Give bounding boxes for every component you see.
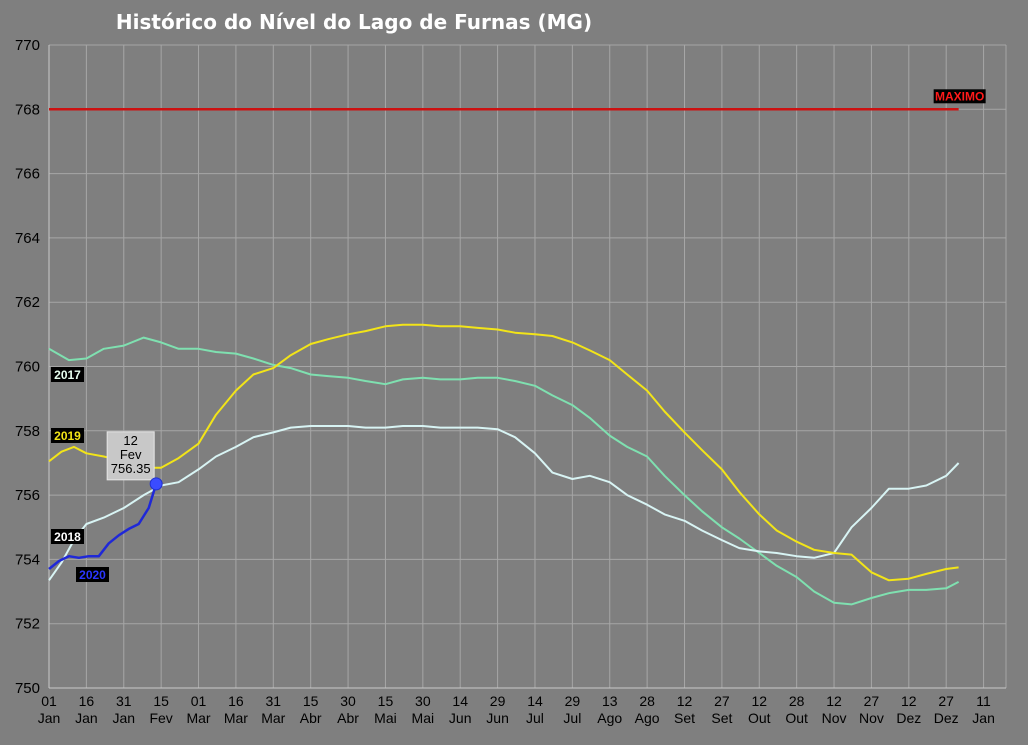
series-tag-2018: 2018 (54, 530, 81, 544)
x-tick-label-month: Ago (597, 710, 622, 726)
y-tick-label: 770 (15, 37, 40, 54)
reference-line-group: MAXIMO (49, 89, 986, 111)
x-tick-label-month: Ago (635, 710, 660, 726)
x-tick-label-day: 28 (639, 693, 655, 709)
series-tag-box-2019 (51, 428, 84, 443)
x-tick-label-month: Mar (261, 710, 285, 726)
x-tick-label-day: 01 (191, 693, 207, 709)
series-line-2017 (48, 336, 960, 606)
x-tick-label-month: Dez (934, 710, 959, 726)
x-tick-label-day: 29 (565, 693, 581, 709)
x-tick-label-day: 11 (976, 693, 991, 709)
series-tag-box-2017 (51, 367, 84, 382)
x-tick-label-day: 12 (826, 693, 842, 709)
x-tick-label-month: Mar (224, 710, 248, 726)
x-tick-label-month: Out (748, 710, 771, 726)
y-tick-label: 762 (15, 294, 40, 311)
reference-label-text: MAXIMO (935, 89, 984, 103)
annotation-box (106, 431, 155, 481)
x-tick-label-day: 30 (340, 693, 356, 709)
x-tick-label-month: Jan (112, 710, 135, 726)
x-tick-label-day: 16 (228, 693, 244, 709)
series-tag-2019: 2019 (54, 429, 81, 443)
x-tick-label-month: Jan (972, 710, 995, 726)
x-tick-label-day: 12 (901, 693, 917, 709)
x-tick-label-day: 31 (266, 693, 282, 709)
chart-title: Histórico do Nível do Lago de Furnas (MG… (116, 10, 592, 34)
y-tick-label: 766 (15, 166, 40, 183)
x-tick-label-month: Fev (149, 710, 172, 726)
x-tick-label-day: 12 (751, 693, 767, 709)
x-tick-label-month: Mai (412, 710, 435, 726)
x-tick-label-day: 31 (116, 693, 132, 709)
x-tick-label-month: Set (711, 710, 732, 726)
x-tick-label-month: Dez (896, 710, 921, 726)
annotation-day: 12 (123, 433, 137, 448)
y-tick-label: 750 (15, 680, 40, 697)
x-tick-label-month: Mar (186, 710, 210, 726)
y-tick-label: 758 (15, 423, 40, 440)
annotation-point (149, 477, 163, 491)
x-tick-label-month: Jan (75, 710, 98, 726)
x-tick-label-month: Set (674, 710, 695, 726)
x-tick-label-day: 14 (527, 693, 543, 709)
series-line-2019 (48, 323, 959, 582)
series-line-2020 (48, 483, 158, 570)
x-tick-label-month: Jun (449, 710, 472, 726)
x-tick-label-month: Mai (374, 710, 397, 726)
x-tick-label-day: 30 (415, 693, 431, 709)
series-line-2018 (48, 425, 960, 581)
series-tag-box-2020 (76, 567, 109, 582)
x-tick-label-day: 15 (153, 693, 169, 709)
axes: 01Jan16Jan31Jan15Fev01Mar16Mar31Mar15Abr… (15, 37, 1006, 726)
x-tick-label-month: Abr (300, 710, 322, 726)
x-tick-label-day: 28 (789, 693, 805, 709)
x-tick-label-month: Jan (38, 710, 61, 726)
grid (48, 44, 1007, 689)
y-tick-label: 760 (15, 359, 40, 376)
y-tick-label: 756 (15, 487, 40, 504)
x-tick-label-day: 01 (41, 693, 57, 709)
series-tag-box-2018 (51, 529, 84, 544)
x-tick-label-day: 27 (864, 693, 880, 709)
x-tick-label-month: Jul (563, 710, 581, 726)
x-tick-label-day: 15 (303, 693, 319, 709)
x-tick-label-month: Out (785, 710, 808, 726)
x-tick-label-day: 29 (490, 693, 506, 709)
reference-label-box (933, 89, 986, 104)
x-tick-label-day: 14 (452, 693, 468, 709)
series-tag-2020: 2020 (79, 568, 106, 582)
y-tick-label: 752 (15, 616, 40, 633)
x-tick-label-month: Abr (337, 710, 359, 726)
series-labels-group: 2017 2018 2019 2020 (51, 367, 109, 582)
x-tick-label-day: 15 (378, 693, 394, 709)
y-tick-label: 768 (15, 101, 40, 118)
x-tick-label-day: 13 (602, 693, 618, 709)
x-tick-label-month: Jul (526, 710, 544, 726)
x-tick-label-day: 16 (79, 693, 95, 709)
x-tick-label-month: Nov (859, 710, 884, 726)
y-tick-label: 754 (15, 551, 40, 568)
x-tick-label-month: Jun (486, 710, 509, 726)
x-tick-label-day: 27 (938, 693, 954, 709)
x-tick-label-month: Nov (822, 710, 847, 726)
y-tick-label: 764 (15, 230, 40, 247)
annotation-month: Fev (120, 447, 142, 462)
x-tick-label-day: 12 (677, 693, 693, 709)
series-tag-2017: 2017 (54, 368, 81, 382)
series-group (48, 323, 960, 606)
x-tick-label-day: 27 (714, 693, 730, 709)
annotation-value: 756.35 (111, 461, 151, 476)
